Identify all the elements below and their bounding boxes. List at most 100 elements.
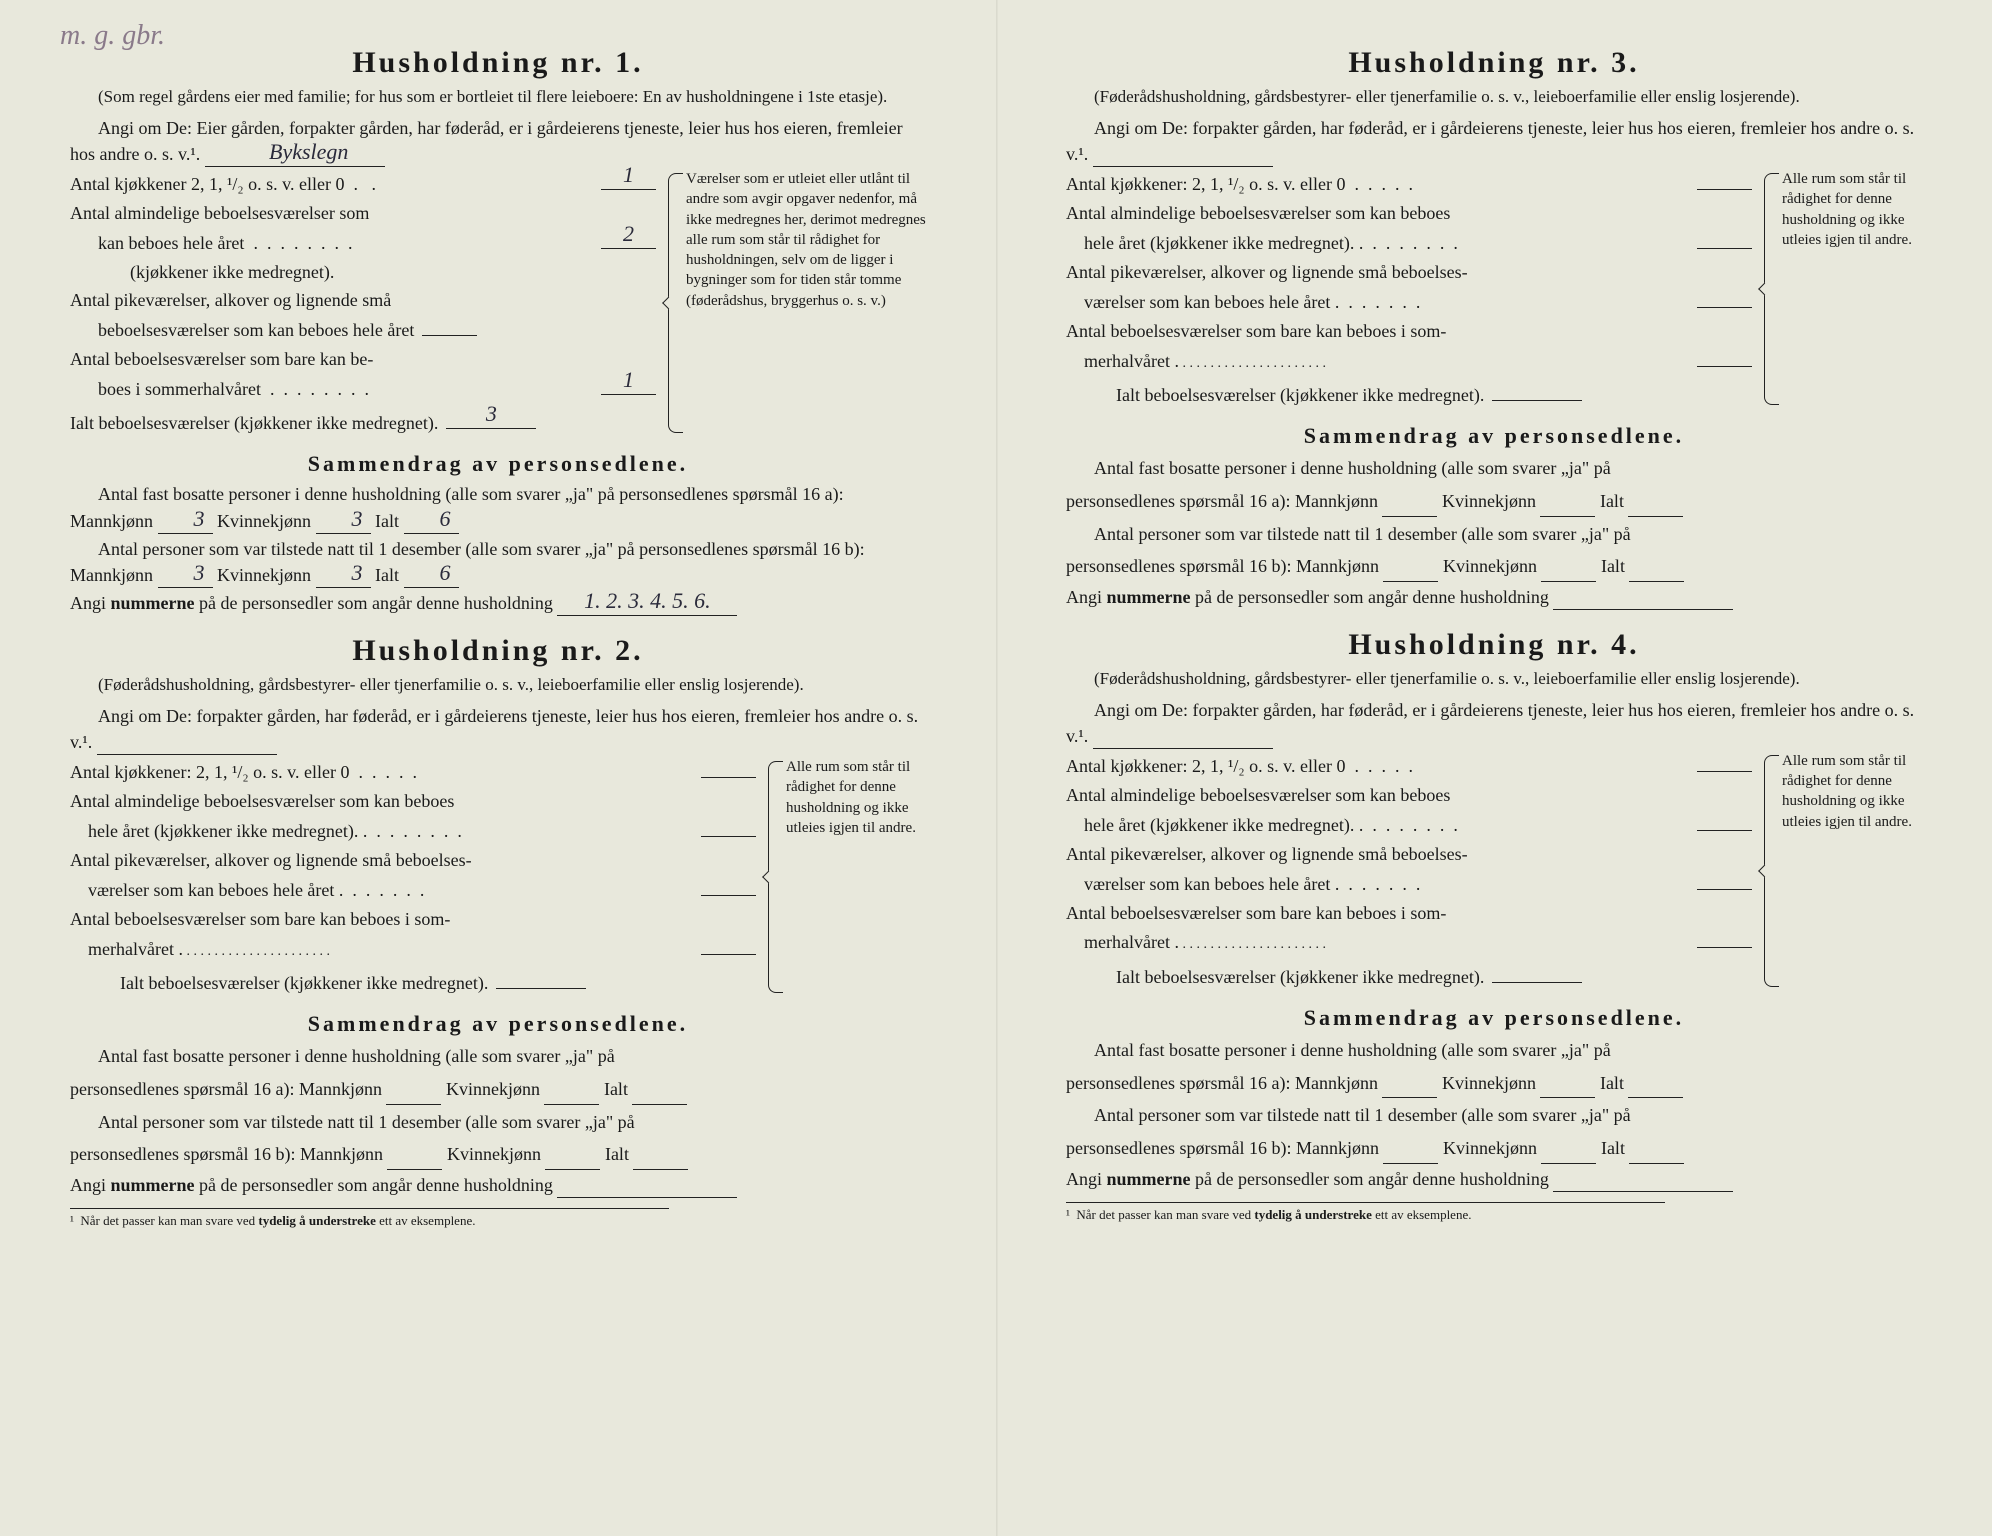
h3-subtitle: (Føderådshusholdning, gårdsbestyrer- ell… (1066, 86, 1922, 109)
h3-til-m (1383, 561, 1438, 582)
h4-fast-i (1628, 1078, 1683, 1099)
h2-fast-m (386, 1084, 441, 1105)
h2-til-k (545, 1149, 600, 1170)
h1-pike-row: beboelsesværelser som kan beboes hele år… (70, 315, 656, 344)
h4-alm1: Antal almindelige beboelsesværelser som … (1066, 782, 1752, 808)
h4-alm-val (1697, 810, 1752, 831)
h2-kitchen-val (701, 757, 756, 778)
h4-angi: Angi om De: forpakter gården, har føderå… (1066, 697, 1922, 749)
h3-fast-i (1628, 496, 1683, 517)
household-2: Husholdning nr. 2. (Føderådshusholdning,… (70, 634, 926, 1229)
h3-fast-k (1540, 496, 1595, 517)
footnote-right: ¹ Når det passer kan man svare ved tydel… (1066, 1202, 1665, 1223)
h2-fast-i (632, 1084, 687, 1105)
h4-right-note: Alle rum som står til rådighet for denne… (1764, 751, 1922, 991)
h2-fast2: personsedlenes spørsmål 16 a): Mannkjønn… (70, 1074, 926, 1105)
h1-alm-row: kan beboes hele året . . . . . . . . 2 (70, 228, 656, 257)
brace-icon (668, 173, 683, 433)
h1-angi-num-val: 1. 2. 3. 4. 5. 6. (557, 595, 737, 616)
h1-sammen-title: Sammendrag av personsedlene. (70, 451, 926, 477)
h3-som-val (1697, 346, 1752, 367)
h3-alm-val (1697, 228, 1752, 249)
h2-pike-row: værelser som kan beboes hele året . . . … (70, 875, 756, 904)
h3-angi: Angi om De: forpakter gården, har føderå… (1066, 115, 1922, 167)
h1-ialt-val: 3 (446, 409, 536, 430)
h3-rooms-block: Antal kjøkkener: 2, 1, ¹/₂ o. s. v. elle… (1066, 169, 1922, 409)
h2-sammen-title: Sammendrag av personsedlene. (70, 1011, 926, 1037)
h1-fast-m: 3 (158, 513, 213, 534)
h1-ialt-row: Ialt beboelsesværelser (kjøkkener ikke m… (70, 409, 656, 438)
h4-fast2: personsedlenes spørsmål 16 a): Mannkjønn… (1066, 1068, 1922, 1099)
h2-title: Husholdning nr. 2. (70, 634, 926, 668)
h2-som1: Antal beboelsesværelser som bare kan beb… (70, 906, 756, 932)
h3-til1: Antal personer som var tilstede natt til… (1066, 519, 1922, 550)
h3-til-k (1541, 561, 1596, 582)
h2-fast1: Antal fast bosatte personer i denne hush… (70, 1041, 926, 1072)
h3-right-note: Alle rum som står til rådighet for denne… (1764, 169, 1922, 409)
h1-subtitle: (Som regel gårdens eier med familie; for… (70, 86, 926, 109)
h1-til-k: 3 (316, 567, 371, 588)
h2-som-row: merhalvåret . . . . . . . . . . . . . . … (70, 934, 756, 963)
h3-fast2: personsedlenes spørsmål 16 a): Mannkjønn… (1066, 486, 1922, 517)
h3-som1: Antal beboelsesværelser som bare kan beb… (1066, 318, 1752, 344)
h1-angi: Angi om De: Eier gården, forpakter gårde… (70, 115, 926, 167)
h4-pike1: Antal pikeværelser, alkover og lignende … (1066, 841, 1752, 867)
h2-ialt-val (496, 969, 586, 990)
h4-kitchen-row: Antal kjøkkener: 2, 1, ¹/₂ o. s. v. elle… (1066, 751, 1752, 780)
h4-angi-num-val (1553, 1171, 1733, 1192)
h4-som-val (1697, 928, 1752, 949)
h2-angi-blank (97, 734, 277, 755)
h3-til2: personsedlenes spørsmål 16 b): Mannkjønn… (1066, 551, 1922, 582)
h2-alm-val (701, 816, 756, 837)
h1-som-row: boes i sommerhalvåret . . . . . . . . 1 (70, 374, 656, 403)
h3-title: Husholdning nr. 3. (1066, 46, 1922, 80)
margin-handwriting: m. g. gbr. (60, 20, 165, 52)
right-page: Husholdning nr. 3. (Føderådshusholdning,… (996, 0, 1992, 1536)
h4-til-i (1629, 1143, 1684, 1164)
brace-icon (1764, 755, 1779, 987)
h2-angi-num: Angi nummerne på de personsedler som ang… (70, 1172, 926, 1198)
page-fold (996, 0, 998, 1536)
h4-til1: Antal personer som var tilstede natt til… (1066, 1100, 1922, 1131)
h2-til2: personsedlenes spørsmål 16 b): Mannkjønn… (70, 1139, 926, 1170)
h2-som-val (701, 934, 756, 955)
h2-angi-num-val (557, 1177, 737, 1198)
left-page: Husholdning nr. 1. (Som regel gårdens ei… (0, 0, 996, 1536)
h3-ialt-val (1492, 381, 1582, 402)
h3-fast1: Antal fast bosatte personer i denne hush… (1066, 453, 1922, 484)
h4-title: Husholdning nr. 4. (1066, 628, 1922, 662)
h1-kitchen-row: Antal kjøkkener 2, 1, ¹/₂ o. s. v. eller… (70, 169, 656, 198)
h1-title: Husholdning nr. 1. (70, 46, 926, 80)
h2-til-i (633, 1149, 688, 1170)
h4-pike-val (1697, 869, 1752, 890)
h2-angi: Angi om De: forpakter gården, har føderå… (70, 703, 926, 755)
h3-ialt-row: Ialt beboelsesværelser (kjøkkener ikke m… (1066, 381, 1752, 410)
h4-til2: personsedlenes spørsmål 16 b): Mannkjønn… (1066, 1133, 1922, 1164)
h4-sammen-title: Sammendrag av personsedlene. (1066, 1005, 1922, 1031)
h4-pike-row: værelser som kan beboes hele året . . . … (1066, 869, 1752, 898)
brace-icon (768, 761, 783, 993)
household-4: Husholdning nr. 4. (Føderådshusholdning,… (1066, 628, 1922, 1223)
h2-right-note: Alle rum som står til rådighet for denne… (768, 757, 926, 997)
h1-til-i: 6 (404, 567, 459, 588)
h1-angi-num: Angi nummerne på de personsedler som ang… (70, 590, 926, 616)
h3-sammen-title: Sammendrag av personsedlene. (1066, 423, 1922, 449)
h3-fast-m (1382, 496, 1437, 517)
h2-subtitle: (Føderådshusholdning, gårdsbestyrer- ell… (70, 674, 926, 697)
h3-kitchen-val (1697, 169, 1752, 190)
h3-pike-val (1697, 287, 1752, 308)
h4-fast-m (1382, 1078, 1437, 1099)
h3-til-i (1629, 561, 1684, 582)
h1-alm-note: (kjøkkener ikke medregnet). (70, 259, 656, 285)
h1-pike1: Antal pikeværelser, alkover og lignende … (70, 287, 656, 313)
h3-alm1: Antal almindelige beboelsesværelser som … (1066, 200, 1752, 226)
h1-alm1: Antal almindelige beboelsesværelser som (70, 200, 656, 226)
h1-til-m: 3 (158, 567, 213, 588)
census-form-spread: m. g. gbr. Husholdning nr. 1. (Som regel… (0, 0, 1992, 1536)
h2-til-m (387, 1149, 442, 1170)
h1-som1: Antal beboelsesværelser som bare kan be- (70, 346, 656, 372)
h2-pike1: Antal pikeværelser, alkover og lignende … (70, 847, 756, 873)
h1-rooms-block: Antal kjøkkener 2, 1, ¹/₂ o. s. v. eller… (70, 169, 926, 437)
h2-alm1: Antal almindelige beboelsesværelser som … (70, 788, 756, 814)
h4-subtitle: (Føderådshusholdning, gårdsbestyrer- ell… (1066, 668, 1922, 691)
